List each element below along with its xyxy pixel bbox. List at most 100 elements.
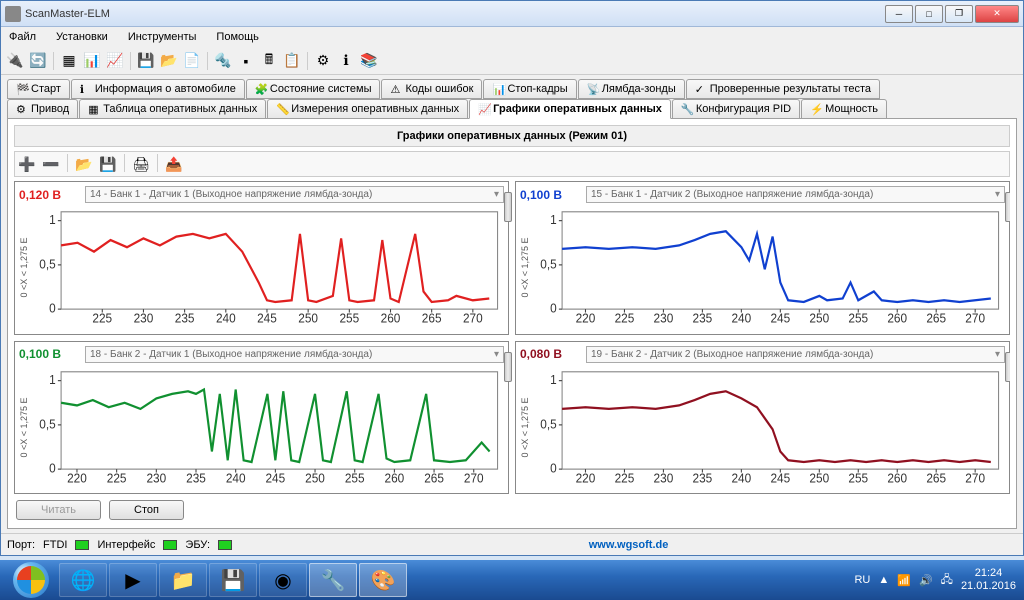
menu-tools[interactable]: Инструменты	[124, 29, 201, 45]
svg-text:0: 0	[550, 461, 557, 475]
tb-doc-icon[interactable]: 📄	[182, 51, 202, 71]
maximize-button[interactable]: □	[915, 5, 943, 23]
tray-network-icon[interactable]: 🖧	[941, 571, 953, 590]
chart-slider[interactable]	[1005, 352, 1010, 382]
menu-help[interactable]: Помощь	[212, 29, 263, 45]
tab-tabrow1-6[interactable]: ✓Проверенные результаты теста	[686, 79, 880, 99]
ct-remove-icon[interactable]: ➖	[41, 154, 61, 174]
tb-save-icon[interactable]: 💾	[136, 51, 156, 71]
tray-volume-icon[interactable]: 🔊	[919, 574, 933, 587]
menu-file[interactable]: Файл	[5, 29, 40, 45]
task-explorer-icon[interactable]: 📁	[159, 563, 207, 597]
tray-flag-icon[interactable]: ▲	[878, 574, 889, 586]
chart-value: 0,080 В	[520, 347, 580, 361]
tab-tabrow2-3[interactable]: 📈Графики оперативных данных	[469, 99, 671, 119]
tb-books-icon[interactable]: 📚	[359, 51, 379, 71]
svg-text:230: 230	[146, 471, 166, 485]
tray-clock[interactable]: 21:24 21.01.2016	[961, 567, 1016, 593]
tab-icon: 🔧	[681, 103, 693, 115]
ct-save-icon[interactable]: 💾	[98, 154, 118, 174]
task-chrome-icon[interactable]: ◉	[259, 563, 307, 597]
tab-tabrow2-0[interactable]: ⚙Привод	[7, 99, 78, 119]
tab-tabrow2-1[interactable]: ▦Таблица оперативных данных	[79, 99, 266, 119]
tab-tabrow1-3[interactable]: ⚠Коды ошибок	[381, 79, 482, 99]
tab-tabrow1-5[interactable]: 📡Лямбда-зонды	[578, 79, 685, 99]
tab-icon: ▦	[88, 103, 100, 115]
website-link[interactable]: www.wgsoft.de	[589, 539, 669, 551]
svg-text:265: 265	[926, 471, 946, 485]
svg-text:245: 245	[266, 471, 286, 485]
svg-text:270: 270	[463, 311, 483, 325]
tb-tool1-icon[interactable]: 🔩	[213, 51, 233, 71]
chart-selector[interactable]: 15 - Банк 1 - Датчик 2 (Выходное напряже…	[586, 186, 1005, 203]
tray-lang[interactable]: RU	[854, 574, 870, 586]
svg-text:225: 225	[92, 311, 112, 325]
chart-slider[interactable]	[504, 352, 512, 382]
minimize-button[interactable]: ─	[885, 5, 913, 23]
svg-text:220: 220	[576, 311, 596, 325]
menu-setup[interactable]: Установки	[52, 29, 112, 45]
read-button[interactable]: Читать	[16, 500, 101, 520]
y-axis-label: 0 <X < 1,275 E	[19, 205, 31, 330]
tab-tabrow2-4[interactable]: 🔧Конфигурация PID	[672, 99, 800, 119]
tab-tabrow1-4[interactable]: 📊Стоп-кадры	[483, 79, 576, 99]
chart-slider[interactable]	[1005, 192, 1010, 222]
task-scanmaster-icon[interactable]: 🔧	[309, 563, 357, 597]
svg-text:245: 245	[257, 311, 277, 325]
tb-log-icon[interactable]: 📋	[282, 51, 302, 71]
tab-icon: ✓	[695, 83, 707, 95]
chart-slider[interactable]	[504, 192, 512, 222]
svg-text:250: 250	[809, 311, 829, 325]
ct-open-icon[interactable]: 📂	[74, 154, 94, 174]
chart-value: 0,100 В	[19, 347, 79, 361]
svg-text:1: 1	[49, 213, 56, 227]
ct-print-icon[interactable]: 🖨	[131, 154, 151, 174]
tb-calc-icon[interactable]: 🖩	[259, 51, 279, 71]
chart-svg: 10,50220225230235240245250255260265270	[532, 365, 1005, 490]
task-paint-icon[interactable]: 🎨	[359, 563, 407, 597]
tab-tabrow2-2[interactable]: 📏Измерения оперативных данных	[267, 99, 468, 119]
tb-chart2-icon[interactable]: 📈	[105, 51, 125, 71]
tab-icon: ⚡	[810, 103, 822, 115]
ct-export-icon[interactable]: 📤	[164, 154, 184, 174]
svg-text:235: 235	[693, 311, 713, 325]
tab-icon: 🏁	[16, 83, 28, 95]
close-button[interactable]: ✕	[975, 5, 1019, 23]
app-window: ScanMaster-ELM ─ □ ❐ ✕ Файл Установки Ин…	[0, 0, 1024, 556]
chart-selector[interactable]: 19 - Банк 2 - Датчик 2 (Выходное напряже…	[586, 346, 1005, 363]
restore-button[interactable]: ❐	[945, 5, 973, 23]
tb-settings-icon[interactable]: ⚙	[313, 51, 333, 71]
tb-info-icon[interactable]: ℹ	[336, 51, 356, 71]
tb-grid-icon[interactable]: ▦	[59, 51, 79, 71]
chart-selector[interactable]: 14 - Банк 1 - Датчик 1 (Выходное напряже…	[85, 186, 504, 203]
tb-refresh-icon[interactable]: 🔄	[28, 51, 48, 71]
tb-open-icon[interactable]: 📂	[159, 51, 179, 71]
tab-tabrow1-1[interactable]: ℹИнформация о автомобиле	[71, 79, 245, 99]
start-button[interactable]	[4, 561, 58, 599]
svg-text:265: 265	[422, 311, 442, 325]
tab-tabrow2-5[interactable]: ⚡Мощность	[801, 99, 887, 119]
task-save-icon[interactable]: 💾	[209, 563, 257, 597]
task-media-icon[interactable]: ▶	[109, 563, 157, 597]
status-ecu-label: ЭБУ:	[185, 539, 210, 551]
svg-text:220: 220	[67, 471, 87, 485]
tab-tabrow1-0[interactable]: 🏁Старт	[7, 79, 70, 99]
tab-icon: 📏	[276, 103, 288, 115]
svg-text:255: 255	[848, 311, 868, 325]
chart-svg: 10,50225230235240245250255260265270	[31, 205, 504, 330]
tb-terminal-icon[interactable]: ▪	[236, 51, 256, 71]
tb-connect-icon[interactable]: 🔌	[5, 51, 25, 71]
tray-action-icon[interactable]: 📶	[897, 574, 911, 587]
task-ie-icon[interactable]: 🌐	[59, 563, 107, 597]
svg-text:255: 255	[848, 471, 868, 485]
ct-add-icon[interactable]: ➕	[17, 154, 37, 174]
stop-button[interactable]: Стоп	[109, 500, 184, 520]
svg-text:260: 260	[887, 471, 907, 485]
y-axis-label: 0 <X < 1,275 E	[520, 365, 532, 490]
chart-selector[interactable]: 18 - Банк 2 - Датчик 1 (Выходное напряже…	[85, 346, 504, 363]
bottom-buttons: Читать Стоп	[14, 494, 1010, 522]
tab-tabrow1-2[interactable]: 🧩Состояние системы	[246, 79, 381, 99]
svg-text:1: 1	[550, 213, 557, 227]
tb-chart1-icon[interactable]: 📊	[82, 51, 102, 71]
titlebar[interactable]: ScanMaster-ELM ─ □ ❐ ✕	[1, 1, 1023, 27]
